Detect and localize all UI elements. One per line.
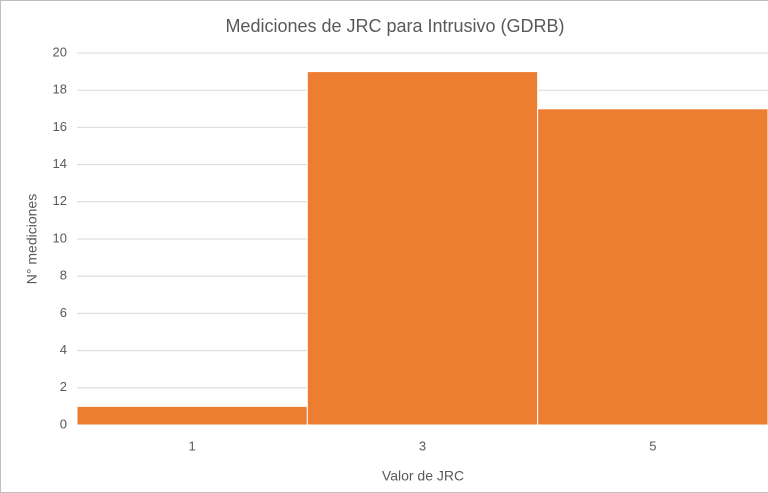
y-tick-label: 14 (53, 156, 67, 171)
y-tick-label: 6 (60, 305, 67, 320)
y-axis-title: N° mediciones (24, 194, 40, 284)
bar (76, 405, 308, 426)
x-tick-label: 5 (649, 438, 656, 453)
chart-title: Mediciones de JRC para Intrusivo (GDRB) (225, 16, 564, 36)
x-tick-label: 3 (419, 438, 426, 453)
y-tick-label: 10 (53, 230, 67, 245)
y-tick-label: 2 (60, 379, 67, 394)
y-tick-label: 12 (53, 193, 67, 208)
y-tick-label: 20 (53, 44, 67, 59)
bar (306, 71, 539, 426)
y-tick-label: 16 (53, 119, 67, 134)
y-tick-label: 8 (60, 268, 67, 283)
x-tick-label: 1 (189, 438, 196, 453)
y-tick-label: 0 (60, 416, 67, 431)
x-axis-title: Valor de JRC (382, 468, 464, 484)
y-tick-label: 18 (53, 82, 67, 97)
bar (537, 108, 768, 426)
y-tick-label: 4 (60, 342, 67, 357)
